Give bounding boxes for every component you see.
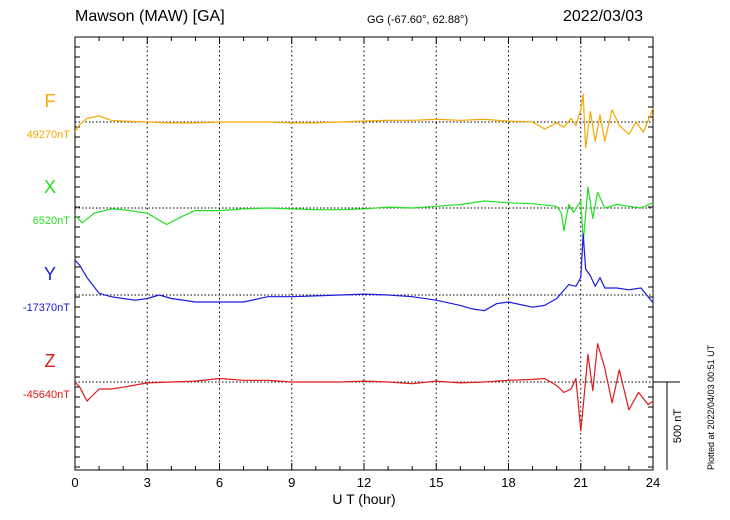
- x-tick-label: 18: [501, 475, 515, 490]
- series-name-label: F: [45, 91, 56, 111]
- series-line-x: [74, 186, 654, 243]
- x-tick-label: 0: [71, 475, 78, 490]
- scale-bar-label: 500 nT: [672, 409, 684, 444]
- coordinates-label: GG (-67.60°, 62.88°): [367, 14, 469, 26]
- plotted-timestamp: Plotted at 2022/04/03 00:51 UT: [706, 344, 716, 470]
- series-baseline-label: -17370nT: [23, 302, 70, 314]
- x-tick-label: 21: [574, 475, 588, 490]
- x-axis-label: U T (hour): [332, 491, 395, 507]
- series-name-label: Z: [45, 351, 56, 371]
- series-line-y: [74, 233, 654, 312]
- x-tick-label: 15: [429, 475, 443, 490]
- x-tick-label: 24: [646, 475, 660, 490]
- x-tick-label: 9: [288, 475, 295, 490]
- series-line-z: [74, 343, 654, 432]
- series-baseline-label: 6520nT: [33, 215, 71, 227]
- x-tick-label: 12: [357, 475, 371, 490]
- date-label: 2022/03/03: [563, 8, 644, 25]
- series-line-f: [74, 93, 654, 149]
- series-name-label: X: [44, 177, 56, 197]
- series-baseline-label: 49270nT: [27, 129, 71, 141]
- series-name-label: Y: [44, 264, 56, 284]
- x-tick-label: 3: [144, 475, 151, 490]
- x-tick-label: 6: [216, 475, 223, 490]
- series-baseline-label: -45640nT: [23, 389, 70, 401]
- station-title: Mawson (MAW) [GA]: [75, 8, 225, 25]
